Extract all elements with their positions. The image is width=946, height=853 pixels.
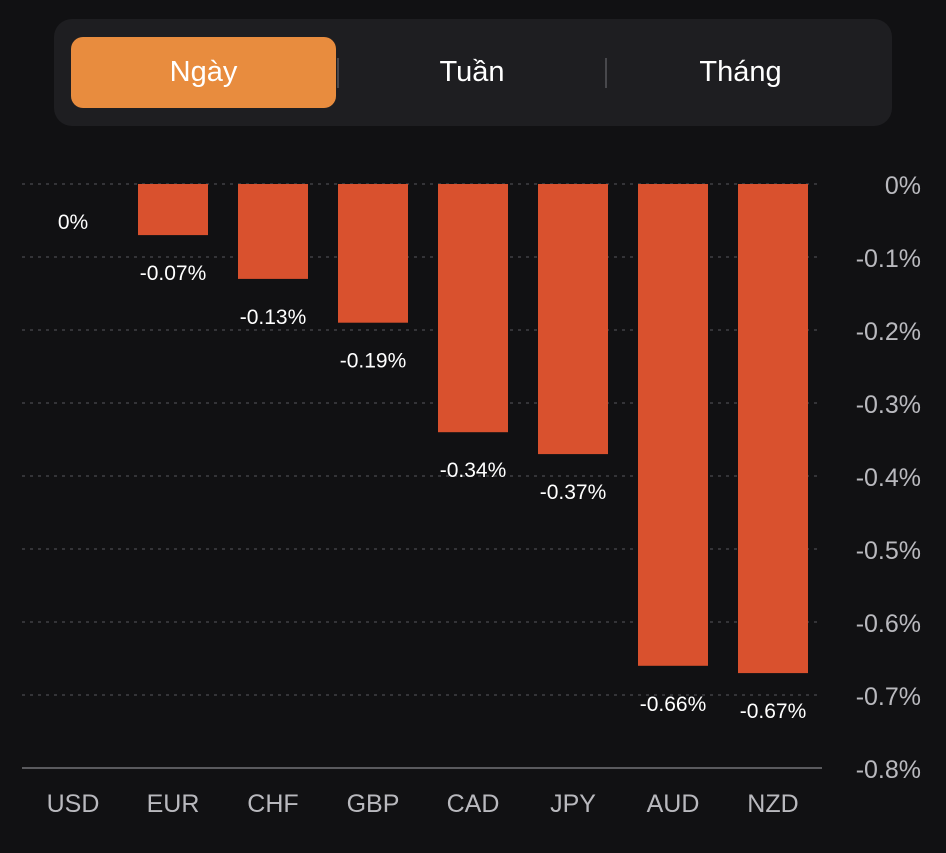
y-tick-label: -0.3% bbox=[856, 391, 921, 419]
y-tick-label: -0.6% bbox=[856, 610, 921, 638]
y-tick-label: -0.4% bbox=[856, 464, 921, 492]
bar-jpy bbox=[538, 184, 608, 455]
bar-cad bbox=[438, 184, 508, 433]
period-segmented-control: Ngày Tuần Tháng bbox=[54, 19, 892, 126]
y-tick-label: -0.7% bbox=[856, 683, 921, 711]
x-tick-label: GBP bbox=[347, 790, 400, 818]
tab-week[interactable]: Tuần bbox=[439, 56, 505, 88]
y-tick-label: 0% bbox=[885, 172, 921, 200]
x-tick-label: NZD bbox=[747, 790, 798, 818]
data-label: -0.37% bbox=[540, 481, 607, 504]
x-tick-label: USD bbox=[47, 790, 100, 818]
bar-gbp bbox=[338, 184, 408, 323]
y-tick-label: -0.5% bbox=[856, 537, 921, 565]
currency-change-bar-chart: 0% -0.1% -0.2% -0.3% -0.4% -0.5% -0.6% -0.7% -0.… bbox=[22, 172, 921, 818]
x-tick-label: CHF bbox=[247, 790, 298, 818]
x-tick-label: CAD bbox=[447, 790, 500, 818]
bar-nzd bbox=[738, 184, 808, 674]
y-tick-label: -0.1% bbox=[856, 245, 921, 273]
tab-month[interactable]: Tháng bbox=[699, 56, 782, 88]
x-tick-label: JPY bbox=[550, 790, 596, 818]
y-tick-label: -0.2% bbox=[856, 318, 921, 346]
data-label: -0.66% bbox=[640, 693, 707, 716]
data-label: 0% bbox=[58, 211, 88, 234]
tab-divider bbox=[605, 58, 607, 88]
bar-aud bbox=[638, 184, 708, 666]
tab-divider bbox=[337, 58, 339, 88]
bar-chf bbox=[238, 184, 308, 279]
bar-eur bbox=[138, 184, 208, 236]
data-label: -0.34% bbox=[440, 459, 507, 482]
data-label: -0.19% bbox=[340, 350, 407, 373]
data-label: -0.13% bbox=[240, 306, 307, 329]
x-tick-label: AUD bbox=[647, 790, 700, 818]
x-tick-label: EUR bbox=[147, 790, 200, 818]
y-tick-label: -0.8% bbox=[856, 756, 921, 784]
data-label: -0.07% bbox=[140, 262, 207, 285]
tab-day[interactable]: Ngày bbox=[71, 37, 336, 108]
data-label: -0.67% bbox=[740, 700, 807, 723]
